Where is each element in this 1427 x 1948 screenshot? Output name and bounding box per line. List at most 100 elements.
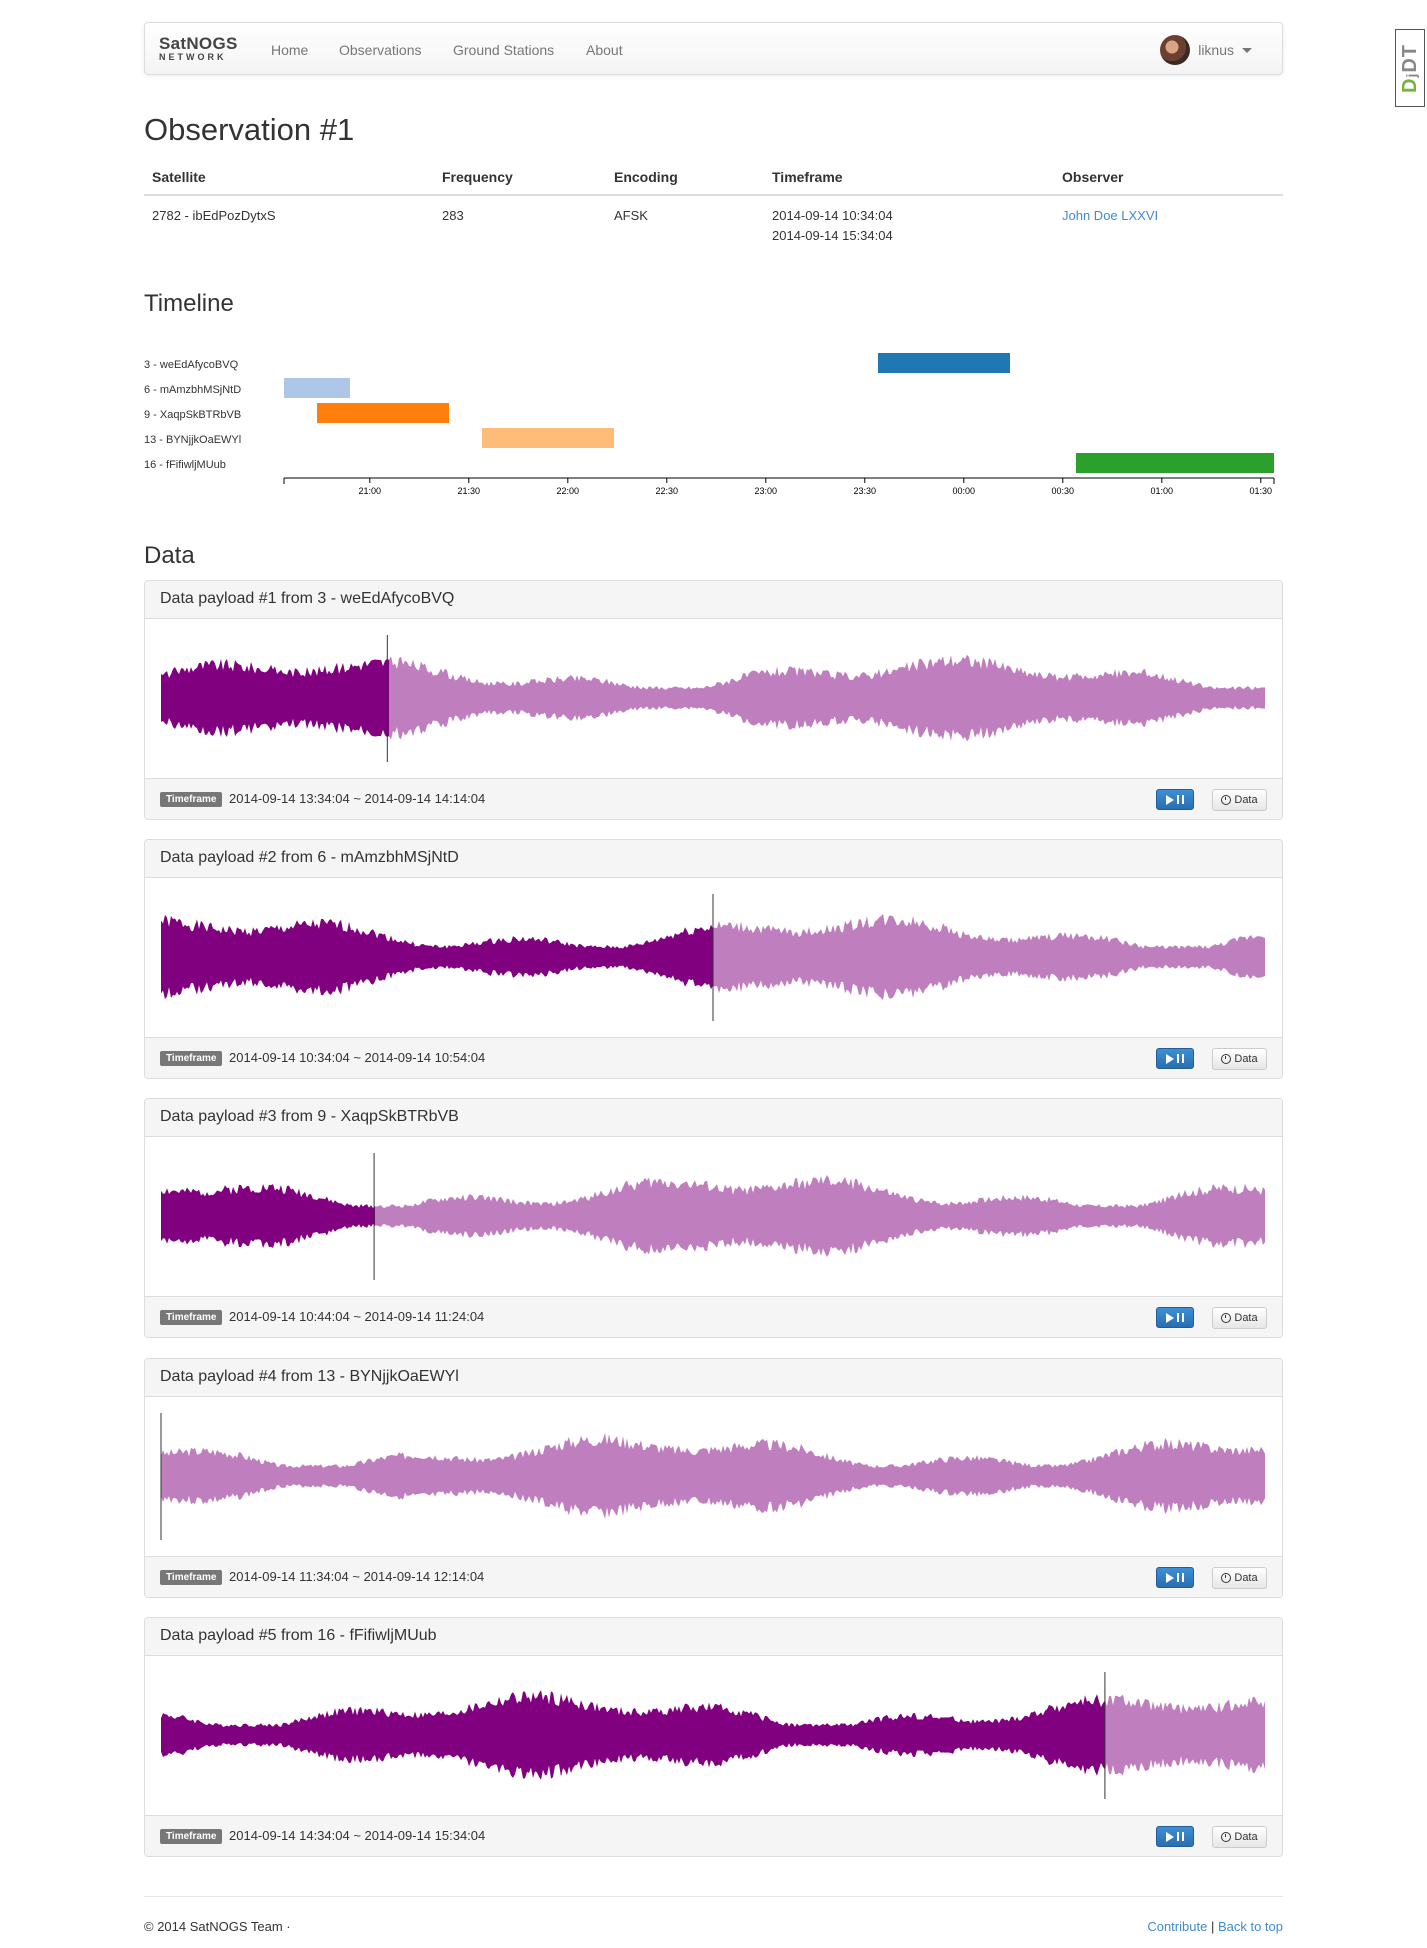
contribute-link[interactable]: Contribute <box>1147 1919 1208 1934</box>
timeframe-label: Timeframe <box>160 792 223 807</box>
observer-link[interactable]: John Doe LXXVI <box>1062 208 1159 223</box>
waveform-played <box>161 1183 375 1249</box>
timeline-tick-label: 00:00 <box>953 486 976 496</box>
data-button[interactable]: Data <box>1212 1307 1267 1329</box>
play-pause-button[interactable] <box>1156 1307 1194 1328</box>
payload-timeframe: 2014-09-14 11:34:04 ~ 2014-09-14 12:14:0… <box>229 1569 485 1584</box>
waveform-unplayed <box>375 1174 1265 1258</box>
waveform-graphic[interactable] <box>145 1397 1282 1556</box>
payload-panel: Data payload #1 from 3 - weEdAfycoBVQ Tim… <box>144 580 1283 820</box>
col-satellite: Satellite <box>144 160 434 196</box>
nav-about[interactable]: About <box>586 42 623 58</box>
djdt-badge-suffix: DT <box>1398 43 1421 73</box>
waveform-unplayed <box>1105 1694 1265 1776</box>
waveform[interactable] <box>145 1137 1282 1296</box>
waveform-unplayed <box>161 1433 1265 1519</box>
data-button-label: Data <box>1234 794 1258 806</box>
timeframe-label: Timeframe <box>160 1829 223 1844</box>
data-button[interactable]: Data <box>1212 1048 1267 1070</box>
play-pause-button[interactable] <box>1156 1048 1194 1069</box>
timeline-bar[interactable] <box>878 353 1010 373</box>
payload-footer: Timeframe 2014-09-14 13:34:04 ~ 2014-09-1… <box>145 778 1282 819</box>
waveform-graphic[interactable] <box>145 878 1282 1037</box>
waveform-played <box>161 1690 1105 1780</box>
timeline-tick-label: 23:30 <box>854 486 877 496</box>
clock-icon <box>1221 795 1232 805</box>
cell-encoding: AFSK <box>614 208 648 223</box>
timeline-heading: Timeline <box>144 290 234 317</box>
cell-frequency: 283 <box>442 208 464 223</box>
footer-links: Contribute | Back to top <box>1147 1919 1283 1934</box>
nav-home[interactable]: Home <box>271 42 309 58</box>
nav-observations[interactable]: Observations <box>339 42 422 58</box>
timeline-tick-label: 01:00 <box>1151 486 1174 496</box>
waveform-unplayed <box>389 654 1265 742</box>
timeline-tick-label: 00:30 <box>1052 486 1075 496</box>
col-timeframe: Timeframe <box>764 160 1054 196</box>
timeline-row-label: 13 - BYNjjkOaEWYl <box>144 434 241 446</box>
play-pause-button[interactable] <box>1156 789 1194 810</box>
user-menu[interactable]: liknus <box>1160 34 1252 66</box>
waveform[interactable] <box>145 1656 1282 1815</box>
nav-ground-stations[interactable]: Ground Stations <box>453 42 555 58</box>
timeframe-end: 2014-09-14 15:34:04 <box>772 228 893 243</box>
data-heading: Data <box>144 542 195 569</box>
timeline-bar[interactable] <box>482 428 614 448</box>
timeframe-label: Timeframe <box>160 1051 223 1066</box>
clock-icon <box>1221 1832 1232 1842</box>
payload-footer: Timeframe 2014-09-14 11:34:04 ~ 2014-09-1… <box>145 1556 1282 1597</box>
page-title: Observation #1 <box>144 112 355 147</box>
djdt-toolbar-handle[interactable]: DjDT <box>1395 29 1425 107</box>
back-to-top-link[interactable]: Back to top <box>1217 1919 1283 1934</box>
pause-icon <box>1177 1573 1184 1582</box>
cell-observer: John Doe LXXVI <box>1054 195 1283 256</box>
timeframe-label: Timeframe <box>160 1570 223 1585</box>
waveform[interactable] <box>145 1397 1282 1556</box>
data-button[interactable]: Data <box>1212 1567 1267 1589</box>
waveform[interactable] <box>145 878 1282 1037</box>
timeline-bar[interactable] <box>284 378 350 398</box>
timeline-row-label: 3 - weEdAfycoBVQ <box>144 359 239 371</box>
waveform-graphic[interactable] <box>145 1137 1282 1296</box>
play-icon <box>1166 1312 1174 1323</box>
caret-down-icon <box>1242 47 1252 53</box>
data-button-label: Data <box>1234 1053 1258 1065</box>
payload-footer: Timeframe 2014-09-14 10:44:04 ~ 2014-09-1… <box>145 1296 1282 1337</box>
waveform-graphic[interactable] <box>145 619 1282 778</box>
play-icon <box>1166 794 1174 805</box>
waveform-unplayed <box>713 913 1265 1001</box>
data-button[interactable]: Data <box>1212 1826 1267 1848</box>
play-pause-button[interactable] <box>1156 1826 1194 1847</box>
avatar <box>1160 35 1191 65</box>
djdt-badge-prefix: D <box>1398 77 1421 93</box>
waveform[interactable] <box>145 619 1282 778</box>
clock-icon <box>1221 1573 1232 1583</box>
footer-copyright: © 2014 SatNOGS Team · <box>144 1919 291 1934</box>
play-pause-button[interactable] <box>1156 1567 1194 1588</box>
brand-logo[interactable]: SatNOGS NETWORK <box>159 35 241 65</box>
payload-footer: Timeframe 2014-09-14 10:34:04 ~ 2014-09-1… <box>145 1037 1282 1078</box>
timeframe-start: 2014-09-14 10:34:04 <box>772 208 893 223</box>
col-encoding: Encoding <box>606 160 764 196</box>
waveform-played <box>161 914 715 1000</box>
data-button-label: Data <box>1234 1312 1258 1324</box>
timeline-row-label: 16 - fFifiwljMUub <box>144 459 226 471</box>
payload-timeframe: 2014-09-14 10:34:04 ~ 2014-09-14 10:54:0… <box>229 1050 486 1065</box>
timeline-chart: 3 - weEdAfycoBVQ 6 - mAmzbhMSjNtD 9 - Xaqp… <box>144 353 1275 496</box>
data-button[interactable]: Data <box>1212 789 1267 811</box>
timeline-bar[interactable] <box>1076 453 1274 473</box>
waveform-graphic[interactable] <box>145 1656 1282 1815</box>
data-button-label: Data <box>1234 1572 1258 1584</box>
clock-icon <box>1221 1054 1232 1064</box>
pause-icon <box>1177 1832 1184 1841</box>
payload-title: Data payload #5 from 16 - fFifiwljMUub <box>145 1618 1282 1656</box>
timeline-tick-label: 22:30 <box>656 486 679 496</box>
timeline-tick-label: 22:00 <box>557 486 580 496</box>
col-observer: Observer <box>1054 160 1283 196</box>
footer-separator: | <box>1210 1919 1215 1934</box>
payload-timeframe: 2014-09-14 13:34:04 ~ 2014-09-14 14:14:0… <box>229 791 486 806</box>
timeline-bar[interactable] <box>317 403 449 423</box>
timeline-row-label: 6 - mAmzbhMSjNtD <box>144 384 241 396</box>
timeline-tick-label: 01:30 <box>1250 486 1273 496</box>
play-icon <box>1166 1831 1174 1842</box>
